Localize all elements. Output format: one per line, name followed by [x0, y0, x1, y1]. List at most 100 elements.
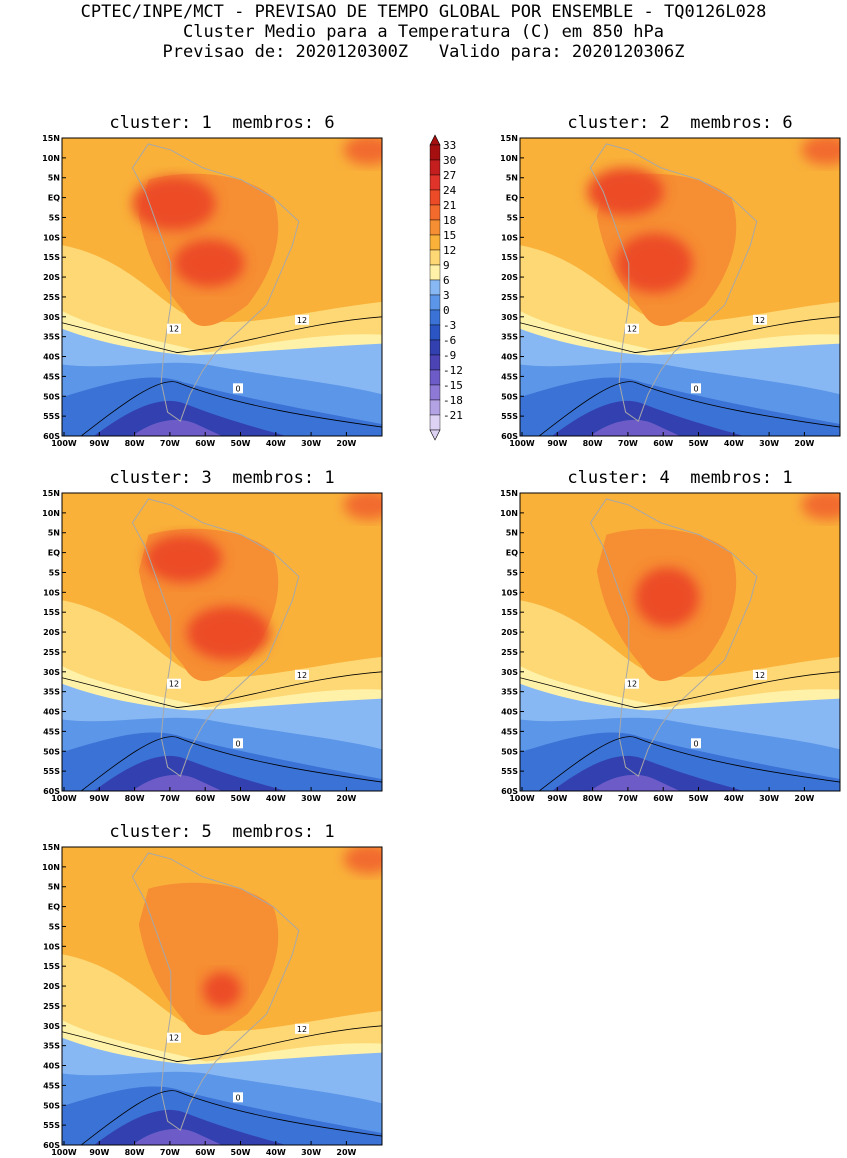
- contour-label-0: 0: [235, 1093, 240, 1102]
- y-tick-label: 35S: [43, 688, 60, 697]
- x-tick-label: 50W: [689, 439, 709, 448]
- hot-spot-21-24: [635, 567, 700, 628]
- y-tick-label: 15N: [42, 135, 60, 143]
- x-tick-label: 50W: [231, 1148, 251, 1157]
- colorbar-swatch: [429, 264, 441, 281]
- y-tick-label: 20S: [43, 628, 60, 637]
- y-tick-label: 10N: [42, 509, 60, 518]
- y-tick-label: 5S: [507, 213, 519, 222]
- colorbar-label: 12: [443, 244, 457, 257]
- y-tick-label: 10S: [43, 233, 60, 242]
- y-tick-label: 5N: [48, 883, 60, 892]
- hot-spot-21-24: [174, 239, 245, 287]
- header-line-2: Cluster Medio para a Temperatura (C) em …: [182, 22, 665, 42]
- colorbar-swatch: [429, 414, 441, 431]
- continent-outline: [131, 498, 300, 777]
- x-tick-label: 20W: [336, 794, 356, 803]
- y-tick-label: 10N: [500, 154, 518, 163]
- x-tick-label: 30W: [759, 439, 779, 448]
- y-tick-label: 10S: [43, 588, 60, 597]
- contour-label-12: 12: [169, 680, 179, 689]
- y-tick-label: 25S: [501, 648, 518, 657]
- colorbar-label: 18: [443, 214, 457, 227]
- y-tick-label: 25S: [43, 1002, 60, 1011]
- colorbar-label: -21: [443, 409, 463, 422]
- band-minus-3: [94, 1109, 286, 1145]
- colorbar-label: -18: [443, 394, 463, 407]
- contour-0: [80, 1090, 382, 1145]
- contour-0: [80, 736, 382, 791]
- y-tick-label: 10N: [42, 154, 60, 163]
- colorbar-label: 30: [443, 154, 457, 167]
- band-minus-9: [132, 774, 222, 791]
- x-tick-label: 20W: [336, 439, 356, 448]
- y-tick-label: 45S: [43, 727, 60, 736]
- y-tick-label: 15N: [42, 844, 60, 852]
- colorbar-swatch: [429, 294, 441, 311]
- x-tick-label: 90W: [89, 1148, 109, 1157]
- y-tick-label: 55S: [43, 1121, 60, 1130]
- y-tick-label: 60S: [43, 787, 60, 796]
- x-tick-label: 60W: [195, 1148, 215, 1157]
- y-tick-label: 60S: [43, 432, 60, 441]
- contour-label-12: 12: [755, 316, 765, 325]
- x-tick-label: 60W: [195, 794, 215, 803]
- contour-label-12: 12: [755, 671, 765, 680]
- colorbar-swatch: [429, 384, 441, 401]
- contour-label-12: 12: [627, 325, 637, 334]
- colorbar-label: 33: [443, 139, 457, 152]
- colorbar-label: -15: [443, 379, 463, 392]
- x-tick-label: 80W: [125, 439, 145, 448]
- hot-spot-ne: [801, 493, 840, 520]
- y-tick-label: 45S: [501, 372, 518, 381]
- y-tick-label: 10S: [43, 942, 60, 951]
- y-tick-label: 60S: [501, 432, 518, 441]
- y-tick-label: 45S: [43, 1081, 60, 1090]
- colorbar-label: 27: [443, 169, 457, 182]
- y-tick-label: 15S: [43, 608, 60, 617]
- x-tick-label: 90W: [547, 439, 567, 448]
- y-tick-label: 50S: [501, 747, 518, 756]
- map-frame: [61, 492, 383, 792]
- y-tick-label: 50S: [501, 392, 518, 401]
- colorbar-label: 3: [443, 289, 450, 302]
- y-tick-label: 55S: [43, 767, 60, 776]
- y-tick-label: 25S: [43, 293, 60, 302]
- y-tick-label: 20S: [43, 982, 60, 991]
- colorbar-swatch: [429, 204, 441, 221]
- colorbar-swatch: [429, 279, 441, 296]
- y-tick-label: 40S: [501, 708, 518, 717]
- y-tick-label: 15N: [500, 135, 518, 143]
- hot-spot-21-24: [202, 972, 242, 1008]
- colorbar-label: 24: [443, 184, 457, 197]
- y-tick-label: 55S: [43, 412, 60, 421]
- x-tick-label: 70W: [618, 439, 638, 448]
- panel-title: cluster: 1 membros: 6: [109, 113, 335, 133]
- band-minus-9: [590, 774, 680, 791]
- hot-spot-ne: [343, 138, 382, 165]
- x-tick-label: 30W: [759, 794, 779, 803]
- x-tick-label: 20W: [336, 1148, 356, 1157]
- y-tick-label: 5S: [507, 568, 519, 577]
- x-tick-label: 100W: [51, 439, 77, 448]
- y-tick-label: 55S: [501, 412, 518, 421]
- hot-spot-ne: [343, 847, 382, 874]
- y-tick-label: 10S: [501, 588, 518, 597]
- band-minus-3: [552, 755, 744, 791]
- x-tick-label: 30W: [301, 794, 321, 803]
- x-tick-label: 60W: [653, 794, 673, 803]
- map-frame: [519, 137, 841, 437]
- colorbar-label: 15: [443, 229, 457, 242]
- y-tick-label: 15N: [500, 490, 518, 498]
- continent-outline: [589, 498, 758, 777]
- x-tick-label: 20W: [794, 439, 814, 448]
- y-tick-label: 20S: [43, 273, 60, 282]
- contour-label-0: 0: [693, 739, 698, 748]
- x-tick-label: 70W: [160, 439, 180, 448]
- panel-title: cluster: 4 membros: 1: [567, 468, 793, 488]
- y-tick-label: 5N: [48, 174, 60, 183]
- colorbar-swatch: [429, 339, 441, 356]
- continent-outline: [589, 143, 758, 422]
- y-tick-label: 45S: [43, 372, 60, 381]
- y-tick-label: 50S: [43, 392, 60, 401]
